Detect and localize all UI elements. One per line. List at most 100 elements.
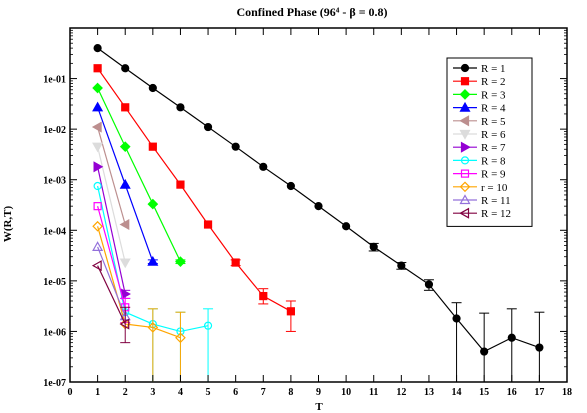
- x-tick-label: 0: [68, 387, 73, 398]
- data-point: [119, 218, 130, 231]
- series-line: [97, 226, 181, 339]
- data-point: [424, 280, 434, 289]
- data-point: [286, 181, 295, 191]
- legend-entry: R = 4: [453, 101, 506, 115]
- y-tick-label: 1e-04: [43, 226, 66, 237]
- data-point: [231, 142, 240, 151]
- x-tick-label: 9: [316, 387, 321, 398]
- legend-label: R = 9: [481, 169, 506, 181]
- y-tick-label: 1e-05: [43, 277, 66, 288]
- data-point: [147, 198, 159, 210]
- y-tick-label: 1e-01: [43, 75, 66, 86]
- legend-label: R = 7: [481, 142, 506, 154]
- legend-marker: [460, 141, 471, 153]
- series-line: [97, 126, 126, 225]
- x-tick-label: 2: [123, 387, 128, 398]
- data-point: [92, 241, 104, 251]
- axes-layer: 0 1 2 3 4 5 6 7 8 9 10 11 12 13 14 15 16 17 181e-071e-061e…: [43, 28, 572, 398]
- series-12: [91, 260, 131, 344]
- data-point: [507, 333, 516, 342]
- series-2: [93, 64, 296, 332]
- legend-label: R = 3: [481, 89, 506, 101]
- legend-entry: R = 2: [453, 76, 506, 88]
- series-line: [97, 67, 292, 312]
- x-tick-label: 12: [396, 387, 406, 398]
- data-point: [175, 256, 186, 267]
- y-axis-label: W(R,T): [2, 205, 14, 242]
- data-point: [92, 101, 104, 112]
- legend-label: R = 5: [481, 116, 506, 128]
- data-point: [259, 162, 268, 171]
- data-point: [148, 83, 157, 93]
- legend-entry: R = 3: [453, 89, 506, 101]
- series-line: [97, 246, 126, 317]
- legend-entry: R = 7: [453, 141, 506, 154]
- legend-marker: [459, 101, 471, 112]
- series-5: [91, 121, 130, 231]
- data-point: [92, 82, 103, 94]
- data-point: [397, 261, 406, 270]
- x-tick-label: 1: [95, 387, 100, 398]
- data-point: [231, 258, 240, 267]
- data-point: [452, 314, 461, 323]
- legend-label: r = 10: [481, 182, 508, 194]
- data-point: [147, 322, 159, 333]
- chart-title: Confined Phase (96⁴ - β = 0.8): [236, 5, 387, 19]
- data-point: [535, 343, 544, 352]
- series-line: [97, 87, 181, 262]
- legend-label: R = 8: [481, 155, 506, 167]
- legend-entry: R = 8: [453, 155, 506, 167]
- legend-label: R = 2: [481, 76, 506, 88]
- data-point: [203, 122, 213, 132]
- data-point: [93, 202, 102, 211]
- data-point: [92, 220, 103, 232]
- legend-label: R = 1: [481, 63, 506, 75]
- data-point: [93, 44, 102, 53]
- series-line: [97, 265, 126, 325]
- data-point: [91, 121, 102, 133]
- data-point: [176, 103, 185, 112]
- y-tick-label: 1e-06: [43, 327, 66, 338]
- data-point: [119, 258, 131, 269]
- data-point: [286, 307, 295, 316]
- legend-entry: R = 5: [453, 115, 506, 128]
- series-3: [92, 82, 186, 267]
- data-point: [480, 347, 489, 356]
- data-point: [176, 180, 185, 189]
- legend-entry: r = 10: [453, 181, 508, 194]
- data-point: [119, 141, 131, 153]
- data-point: [119, 178, 131, 189]
- legend-marker: [459, 181, 471, 193]
- data-point: [369, 242, 378, 251]
- data-point: [93, 181, 102, 191]
- y-tick-label: 1e-02: [43, 125, 66, 136]
- data-point: [119, 318, 130, 330]
- data-point: [92, 142, 104, 153]
- data-point: [259, 291, 268, 301]
- legend-marker: [459, 207, 470, 219]
- x-tick-label: 10: [341, 387, 351, 398]
- x-tick-label: 14: [452, 387, 462, 398]
- x-tick-label: 8: [288, 387, 293, 398]
- legend-label: R = 6: [481, 129, 506, 141]
- series-line: [97, 166, 126, 295]
- x-tick-label: 13: [424, 387, 434, 398]
- x-tick-label: 5: [206, 387, 211, 398]
- data-point: [93, 161, 104, 173]
- legend-marker: [460, 63, 470, 73]
- series-10: [92, 220, 186, 382]
- series-7: [93, 161, 131, 300]
- series-4: [92, 101, 159, 266]
- y-tick-label: 1e-03: [43, 176, 66, 187]
- x-tick-label: 15: [479, 387, 489, 398]
- data-point: [148, 142, 157, 151]
- data-point: [203, 220, 213, 229]
- legend-entry: R = 12: [453, 207, 511, 220]
- data-point: [203, 321, 213, 330]
- data-point: [93, 64, 102, 73]
- legend-entry: R = 9: [453, 169, 506, 181]
- y-tick-label: 1e-07: [43, 378, 66, 389]
- series-line: [97, 205, 126, 308]
- legend-entry: R = 1: [453, 63, 506, 75]
